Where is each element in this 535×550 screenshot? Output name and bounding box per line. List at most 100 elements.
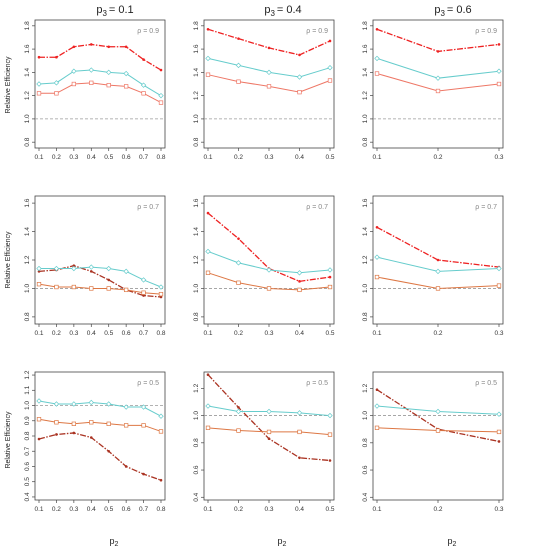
rho-annotation: ρ = 0.5 bbox=[306, 380, 328, 387]
data-point bbox=[53, 265, 60, 272]
data-point bbox=[124, 465, 128, 468]
y-tick-label: 0.4 bbox=[193, 492, 200, 501]
panel-r3-c3: 0.4 0.6 0.8 1.0 1.2 0.1 0.2 0.3 ρ = 0.5 bbox=[362, 371, 504, 513]
series-line-salmon bbox=[207, 74, 331, 93]
data-point bbox=[158, 429, 164, 434]
data-point bbox=[436, 50, 440, 53]
rho-annotation: ρ = 0.9 bbox=[306, 28, 328, 35]
data-point bbox=[106, 401, 112, 407]
y-tick-label: 0.8 bbox=[362, 438, 369, 447]
x-tick-label: 0.4 bbox=[295, 506, 304, 513]
x-tick-label: 0.3 bbox=[494, 506, 503, 513]
y-tick-label: 0.9 bbox=[24, 416, 31, 425]
data-point bbox=[123, 268, 129, 275]
y-tick-label: 1.4 bbox=[362, 227, 369, 236]
y-tick-label: 1.6 bbox=[193, 198, 200, 207]
y-tick-label: 0.4 bbox=[24, 492, 31, 501]
y-tick-label: 0.8 bbox=[193, 312, 200, 321]
y-tick-label: 1.2 bbox=[362, 91, 369, 100]
data-point bbox=[37, 270, 41, 273]
data-point bbox=[297, 287, 302, 293]
x-tick-label: 0.7 bbox=[139, 154, 148, 161]
y-tick-label: 1.2 bbox=[362, 255, 369, 264]
data-point bbox=[159, 478, 163, 482]
data-point bbox=[141, 290, 146, 295]
data-point bbox=[142, 58, 145, 61]
data-point bbox=[205, 425, 211, 430]
y-tick-label: 1.6 bbox=[362, 44, 369, 53]
data-point bbox=[374, 403, 380, 409]
data-point bbox=[140, 82, 147, 88]
x-tick-label: 0.2 bbox=[52, 154, 61, 161]
x-tick-label: 0.3 bbox=[69, 506, 78, 513]
x-tick-label: 0.5 bbox=[104, 330, 113, 337]
y-tick-label: 1.0 bbox=[362, 284, 369, 293]
data-point bbox=[298, 280, 301, 283]
y-tick-label: 0.8 bbox=[24, 137, 31, 146]
data-point bbox=[328, 459, 332, 462]
x-tick-label: 0.4 bbox=[87, 330, 96, 337]
x-axis-label-col-1-var: p bbox=[110, 536, 115, 546]
panel-frame bbox=[34, 19, 166, 149]
y-tick-label: 1.2 bbox=[193, 383, 200, 392]
column-title-2-var: p bbox=[264, 4, 270, 16]
series-line-brown bbox=[38, 265, 162, 298]
x-axis-label-col-3: p2 bbox=[448, 536, 457, 548]
rho-annotation: ρ = 0.7 bbox=[475, 204, 497, 211]
series-line-orange bbox=[38, 283, 162, 295]
x-tick-label: 0.5 bbox=[325, 154, 334, 161]
data-point bbox=[106, 265, 112, 272]
data-point bbox=[124, 45, 128, 49]
data-point bbox=[53, 401, 60, 407]
x-tick-label: 0.3 bbox=[494, 154, 503, 161]
svg-text:p3= 0.6: p3 = 0.6 bbox=[434, 4, 471, 18]
data-point bbox=[328, 275, 332, 279]
data-point bbox=[237, 37, 240, 40]
data-point bbox=[72, 431, 76, 435]
x-tick-label: 0.8 bbox=[156, 154, 165, 161]
panel-r2-c2: 0.8 1.0 1.2 1.4 1.6 0.1 0.2 0.3 0.4 0.5 ρ = 0.7 bbox=[193, 195, 335, 337]
data-point bbox=[53, 80, 60, 86]
series-line-cyan bbox=[376, 57, 500, 79]
panel-r3-c2: 0.4 0.6 0.8 1.0 1.2 0.1 0.2 0.3 0.4 0.5 ρ = 0.5 bbox=[193, 371, 335, 513]
data-point bbox=[72, 45, 76, 49]
data-point bbox=[375, 28, 379, 31]
x-axis-label-col-2-var: p bbox=[278, 536, 283, 546]
data-point bbox=[55, 55, 58, 59]
x-tick-label: 0.8 bbox=[156, 330, 165, 337]
data-point bbox=[106, 69, 112, 76]
x-tick-label: 0.4 bbox=[295, 154, 304, 161]
data-point bbox=[36, 91, 42, 96]
rho-annotation: ρ = 0.5 bbox=[137, 380, 159, 387]
data-point bbox=[123, 84, 129, 89]
data-point bbox=[296, 270, 303, 276]
data-point bbox=[123, 423, 129, 428]
x-tick-label: 0.7 bbox=[139, 506, 148, 513]
data-point bbox=[159, 68, 163, 72]
rho-annotation: ρ = 0.9 bbox=[475, 28, 497, 35]
data-point bbox=[374, 425, 380, 430]
data-point bbox=[89, 270, 93, 273]
data-point bbox=[107, 449, 111, 453]
data-point bbox=[140, 277, 147, 283]
panel-r1-c2: 0.8 1.0 1.2 1.4 1.6 1.8 0.1 0.2 0.3 0.4 0.5 ρ = 0.9 bbox=[193, 19, 335, 161]
x-tick-label: 0.3 bbox=[494, 330, 503, 337]
data-point bbox=[141, 423, 146, 428]
data-point bbox=[496, 429, 502, 435]
data-point bbox=[497, 440, 501, 443]
panel-r3-c1: 0.4 0.5 0.6 0.7 0.8 0.9 1.0 1.1 1.2 0.1 0.2 0.3 0.4 0… bbox=[24, 370, 166, 513]
data-point bbox=[327, 412, 333, 419]
x-tick-label: 0.5 bbox=[104, 506, 113, 513]
y-tick-label: 1.6 bbox=[24, 198, 31, 207]
data-point bbox=[267, 46, 271, 50]
series-line-red bbox=[376, 226, 500, 268]
data-point bbox=[142, 472, 145, 476]
column-title-2-value: = 0.4 bbox=[277, 4, 302, 16]
data-point bbox=[497, 43, 501, 46]
x-axis-label-col-3-var: p bbox=[448, 536, 453, 546]
data-point bbox=[71, 401, 77, 407]
column-title-1-var: p bbox=[96, 4, 102, 16]
x-tick-label: 0.1 bbox=[372, 154, 381, 161]
data-point bbox=[266, 84, 272, 89]
data-point bbox=[327, 432, 333, 437]
